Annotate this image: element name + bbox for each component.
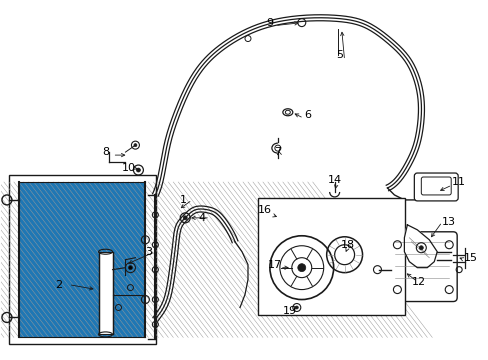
Text: 13: 13 <box>441 217 455 227</box>
Text: 1: 1 <box>180 195 186 205</box>
Text: 18: 18 <box>340 240 354 250</box>
Text: 11: 11 <box>451 177 465 187</box>
Text: 16: 16 <box>257 205 271 215</box>
Circle shape <box>128 266 132 270</box>
Bar <box>19 182 145 337</box>
FancyBboxPatch shape <box>413 173 457 201</box>
Text: 14: 14 <box>327 175 341 185</box>
Bar <box>99 252 112 334</box>
Text: 4: 4 <box>198 213 205 223</box>
Text: 5: 5 <box>335 50 343 60</box>
Circle shape <box>134 144 137 147</box>
Text: 9: 9 <box>266 18 273 28</box>
FancyBboxPatch shape <box>421 177 450 195</box>
Polygon shape <box>404 225 436 268</box>
FancyBboxPatch shape <box>386 232 456 302</box>
Text: 19: 19 <box>282 306 296 316</box>
Circle shape <box>297 264 305 272</box>
Text: 12: 12 <box>411 276 426 287</box>
Text: 8: 8 <box>102 147 109 157</box>
Text: 6: 6 <box>304 110 311 120</box>
Circle shape <box>295 306 298 309</box>
Circle shape <box>183 216 187 220</box>
Text: 3: 3 <box>144 247 152 257</box>
Circle shape <box>136 168 140 172</box>
Text: 7: 7 <box>274 147 281 157</box>
Text: 10: 10 <box>121 163 135 173</box>
Text: 15: 15 <box>463 253 477 263</box>
Circle shape <box>419 246 423 250</box>
Bar <box>9 175 156 345</box>
Text: 17: 17 <box>267 260 282 270</box>
Bar <box>258 198 405 315</box>
Text: 2: 2 <box>55 280 62 289</box>
